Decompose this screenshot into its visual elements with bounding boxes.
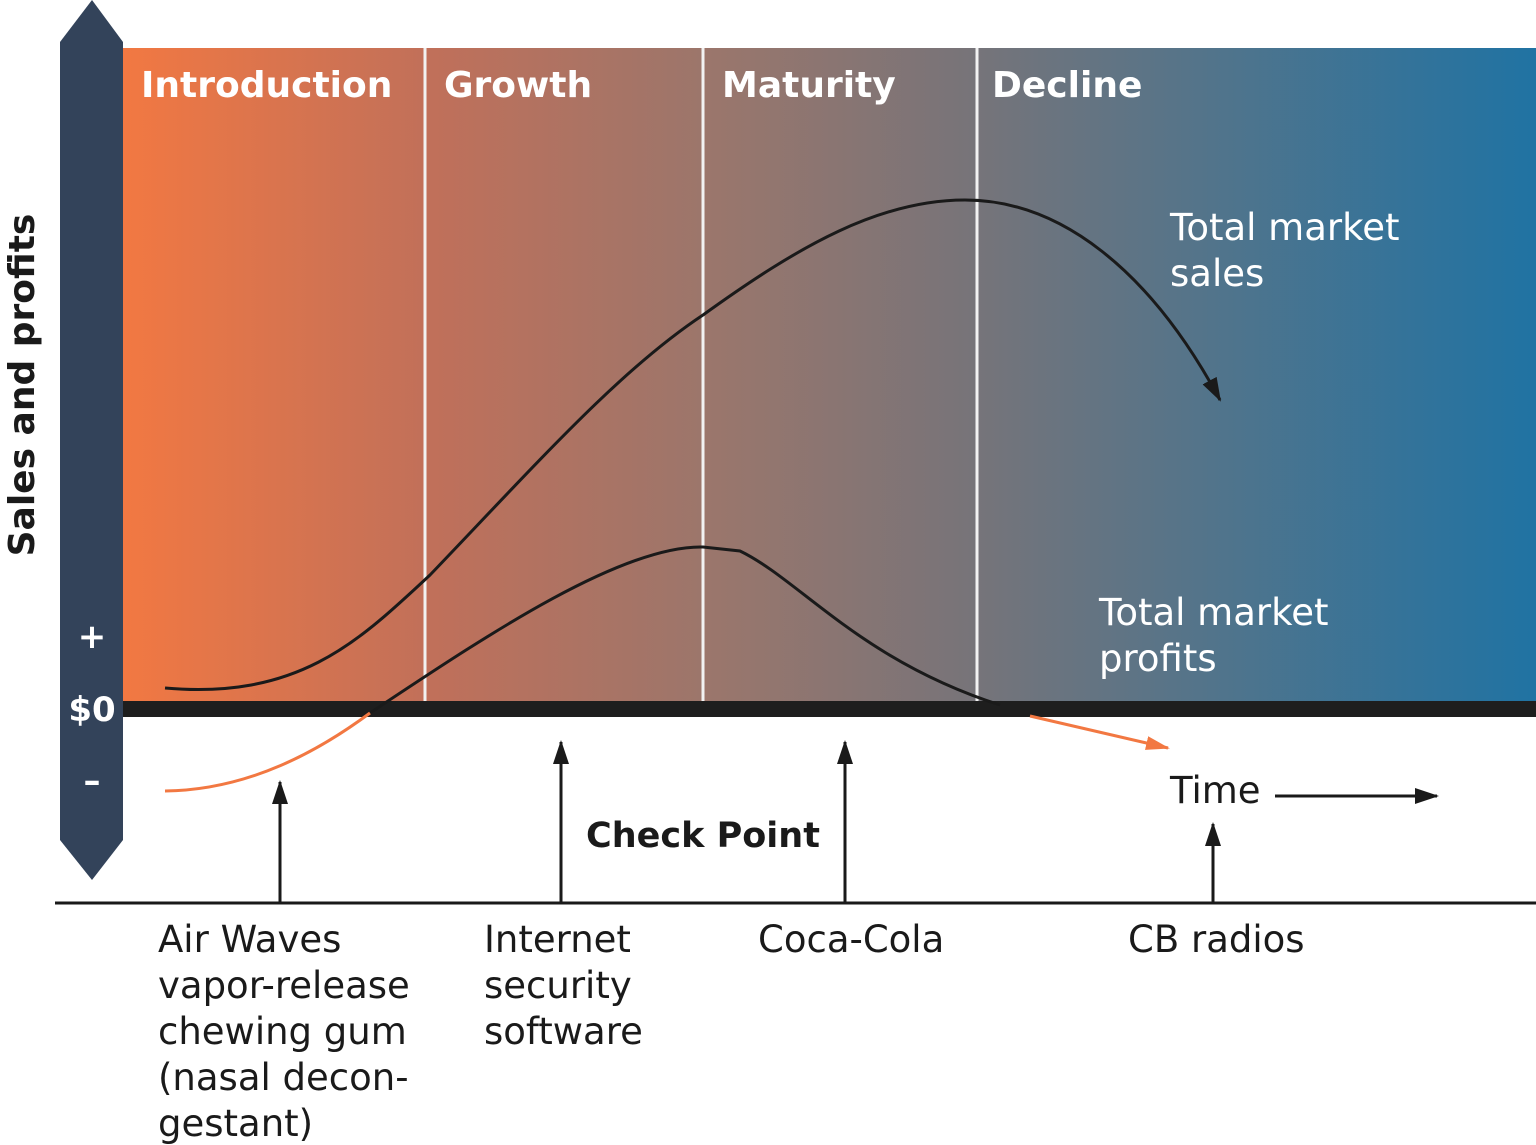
profits-negative-curve — [164, 711, 371, 793]
sales-label: Total market — [1169, 206, 1399, 249]
example-label: (nasal decon- — [158, 1056, 409, 1099]
time-label: Time — [1169, 769, 1261, 812]
sales-curve — [164, 198, 1222, 691]
example-label: vapor-release — [158, 964, 410, 1007]
check-arrows — [272, 740, 1439, 902]
stage-label: Decline — [992, 65, 1142, 106]
stage-dividers — [423, 48, 979, 702]
y-axis-label: Sales and profits — [2, 214, 43, 557]
y-axis-bar — [60, 0, 123, 880]
stage-label: Introduction — [141, 65, 392, 106]
example-label: security — [484, 964, 632, 1007]
example-label: software — [484, 1010, 643, 1053]
stage-background — [123, 48, 1536, 702]
example-label: chewing gum — [158, 1010, 407, 1053]
zero-line — [123, 701, 1536, 717]
example-label: Coca-Cola — [758, 918, 944, 961]
profits-label: profits — [1099, 637, 1217, 680]
example-label: CB radios — [1128, 918, 1305, 961]
stage-label: Growth — [444, 65, 592, 106]
example-label: gestant) — [158, 1102, 313, 1145]
example-label: Internet — [484, 918, 631, 961]
example-label: Air Waves — [158, 918, 341, 961]
minus-sign: – — [84, 761, 101, 801]
profits-decline-arrow — [1029, 714, 1170, 750]
plus-sign: + — [78, 617, 107, 657]
check-point-label: Check Point — [586, 816, 820, 856]
stage-label: Maturity — [722, 65, 896, 106]
zero-label: $0 — [68, 690, 115, 730]
profits-curve — [369, 545, 1001, 715]
sales-label: sales — [1170, 252, 1264, 295]
profits-label: Total market — [1098, 591, 1328, 634]
